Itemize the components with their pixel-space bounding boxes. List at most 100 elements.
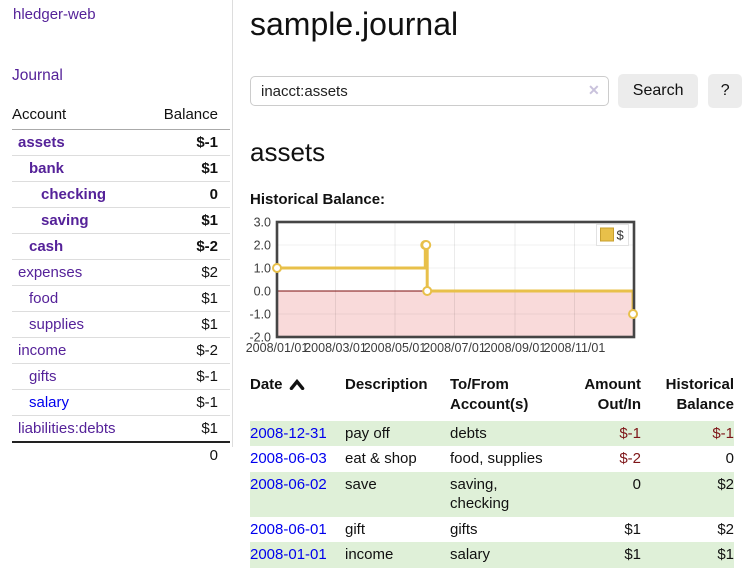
data-point: [628, 309, 639, 319]
account-row: salary $-1: [12, 390, 230, 416]
transaction-accounts: food, supplies: [450, 450, 543, 468]
transaction-balance: $-1: [641, 420, 734, 447]
sidebar-account-link-salary[interactable]: salary: [29, 394, 70, 411]
account-balance: $-1: [196, 394, 218, 411]
account-row: expenses $2: [12, 260, 230, 286]
account-heading: assets: [250, 137, 326, 167]
account-row: liabilities:debts $1: [12, 416, 230, 442]
transaction-accounts: gifts: [450, 520, 478, 538]
accounts-total-row: 0: [12, 442, 230, 468]
x-tick-label: 2008/01/01: [246, 341, 309, 355]
y-tick-label: 1.0: [254, 262, 271, 276]
transaction-date-link[interactable]: 2008-06-02: [250, 475, 327, 493]
transaction-balance: $2: [717, 520, 734, 538]
sidebar-account-link-cash[interactable]: cash: [29, 238, 64, 255]
transaction-amount: $1: [624, 520, 641, 538]
account-balance: $1: [201, 212, 218, 229]
x-tick-label: 2008/03/01: [304, 341, 367, 355]
y-tick-label: 0.0: [254, 285, 271, 299]
transaction-accounts: salary: [450, 542, 565, 568]
account-balance: 0: [209, 186, 218, 203]
register-header-date[interactable]: Date: [250, 373, 345, 421]
account-row: cash $-2: [12, 234, 230, 260]
transaction-balance: $2: [641, 471, 734, 517]
transaction-amount: $-2: [619, 450, 641, 468]
y-tick-label: 3.0: [254, 216, 271, 230]
account-balance: $1: [201, 160, 218, 177]
accounts-table-header: Account Balance: [12, 102, 230, 130]
account-row: income $-2: [12, 338, 230, 364]
legend-swatch: [600, 227, 614, 242]
register-table: Date Description To/From Account(s) Amount Ou…: [250, 373, 734, 568]
sidebar-account-link-assets[interactable]: assets: [18, 134, 65, 151]
account-row: saving $1: [12, 208, 230, 234]
sidebar-account-link-saving[interactable]: saving: [41, 212, 89, 229]
transaction-date-link[interactable]: 2008-06-03: [250, 450, 327, 468]
register-row: 2008-06-01 gift gifts $1 $2: [250, 517, 734, 543]
register-row: 2008-06-03 eat & shop food, supplies $-2 0: [250, 446, 734, 472]
register-row: 2008-06-02 save saving, checking 0 $2: [250, 471, 734, 517]
account-row: bank $1: [12, 156, 230, 182]
historical-balance-chart: $3.0 2.0 1.0 0.0 -1.0 -2.02008/01/012008/03/0…: [246, 216, 639, 355]
sidebar-account-link-bank[interactable]: bank: [29, 160, 65, 177]
sidebar-account-link-checking[interactable]: checking: [41, 186, 107, 203]
account-row: assets $-1: [12, 130, 230, 156]
x-tick-label: 2008/07/01: [423, 341, 486, 355]
register-header-historical: Historical Balance: [665, 376, 734, 413]
account-balance: $2: [201, 264, 218, 281]
account-balance: $1: [201, 290, 218, 307]
x-tick-label: 2008/05/01: [364, 341, 427, 355]
sidebar-account-link-income[interactable]: income: [18, 342, 67, 359]
sidebar-account-link-gifts[interactable]: gifts: [29, 368, 57, 385]
transaction-description: income: [345, 542, 450, 568]
search-button[interactable]: Search: [617, 74, 699, 108]
transaction-amount: $1: [565, 542, 641, 568]
sidebar-item-journal[interactable]: Journal: [12, 67, 63, 84]
clear-search-icon[interactable]: ✕: [588, 82, 600, 98]
accounts-table: Account Balance assets $-1 bank $1 checking 0…: [12, 102, 230, 468]
account-balance: $1: [201, 316, 218, 333]
accounts-header-account: Account: [12, 106, 67, 123]
y-tick-label: -1.0: [249, 308, 271, 322]
transaction-date-link[interactable]: 2008-01-01: [250, 546, 327, 564]
account-row: food $1: [12, 286, 230, 312]
transaction-description: pay off: [345, 420, 450, 447]
app-title[interactable]: hledger-web: [13, 6, 96, 23]
search-form: ✕ Search ?: [250, 74, 742, 108]
negative-region: [277, 291, 634, 337]
account-balance: $-1: [196, 134, 218, 151]
data-point: [421, 240, 432, 250]
transaction-description: save: [345, 471, 450, 517]
register-table-body: 2008-12-31 pay off debts $-1 $-1 2008-06-03 ea…: [250, 420, 734, 568]
account-row: checking 0: [12, 182, 230, 208]
sidebar-account-link-supplies[interactable]: supplies: [29, 316, 85, 333]
transaction-balance: 0: [725, 450, 734, 468]
account-balance: $-2: [196, 342, 218, 359]
account-balance: $-1: [196, 368, 218, 385]
account-row: supplies $1: [12, 312, 230, 338]
register-header-tofrom: To/From Account(s): [450, 376, 529, 413]
transaction-description: eat & shop: [345, 450, 417, 468]
chart-label: Historical Balance:: [250, 191, 386, 208]
transaction-amount: $-1: [565, 420, 641, 447]
transaction-balance: $1: [641, 542, 734, 568]
transaction-description: gift: [345, 520, 366, 538]
sidebar-account-link-food[interactable]: food: [29, 290, 59, 307]
transaction-date-link[interactable]: 2008-06-01: [250, 520, 327, 538]
plot-frame: [275, 220, 636, 339]
search-input[interactable]: [250, 76, 609, 106]
sidebar-account-link-expenses[interactable]: expenses: [18, 264, 83, 281]
accounts-header-balance: Balance: [163, 106, 218, 123]
transaction-amount: 0: [565, 471, 641, 517]
sidebar: hledger-web Journal Account Balance asse…: [0, 0, 233, 464]
transaction-accounts: debts: [450, 420, 565, 447]
help-button[interactable]: ?: [708, 74, 742, 108]
data-point: [272, 263, 282, 273]
register-header-row: Date Description To/From Account(s) Amount Ou…: [250, 373, 734, 421]
sidebar-account-link-liabilities-debts[interactable]: liabilities:debts: [18, 420, 116, 437]
y-tick-label: -2.0: [249, 331, 271, 345]
transaction-date-link[interactable]: 2008-12-31: [250, 424, 327, 442]
account-balance: $1: [201, 420, 218, 437]
main-content: sample.journal ✕ Search ? assets Histori…: [246, 0, 742, 568]
legend-label: $: [617, 228, 625, 243]
